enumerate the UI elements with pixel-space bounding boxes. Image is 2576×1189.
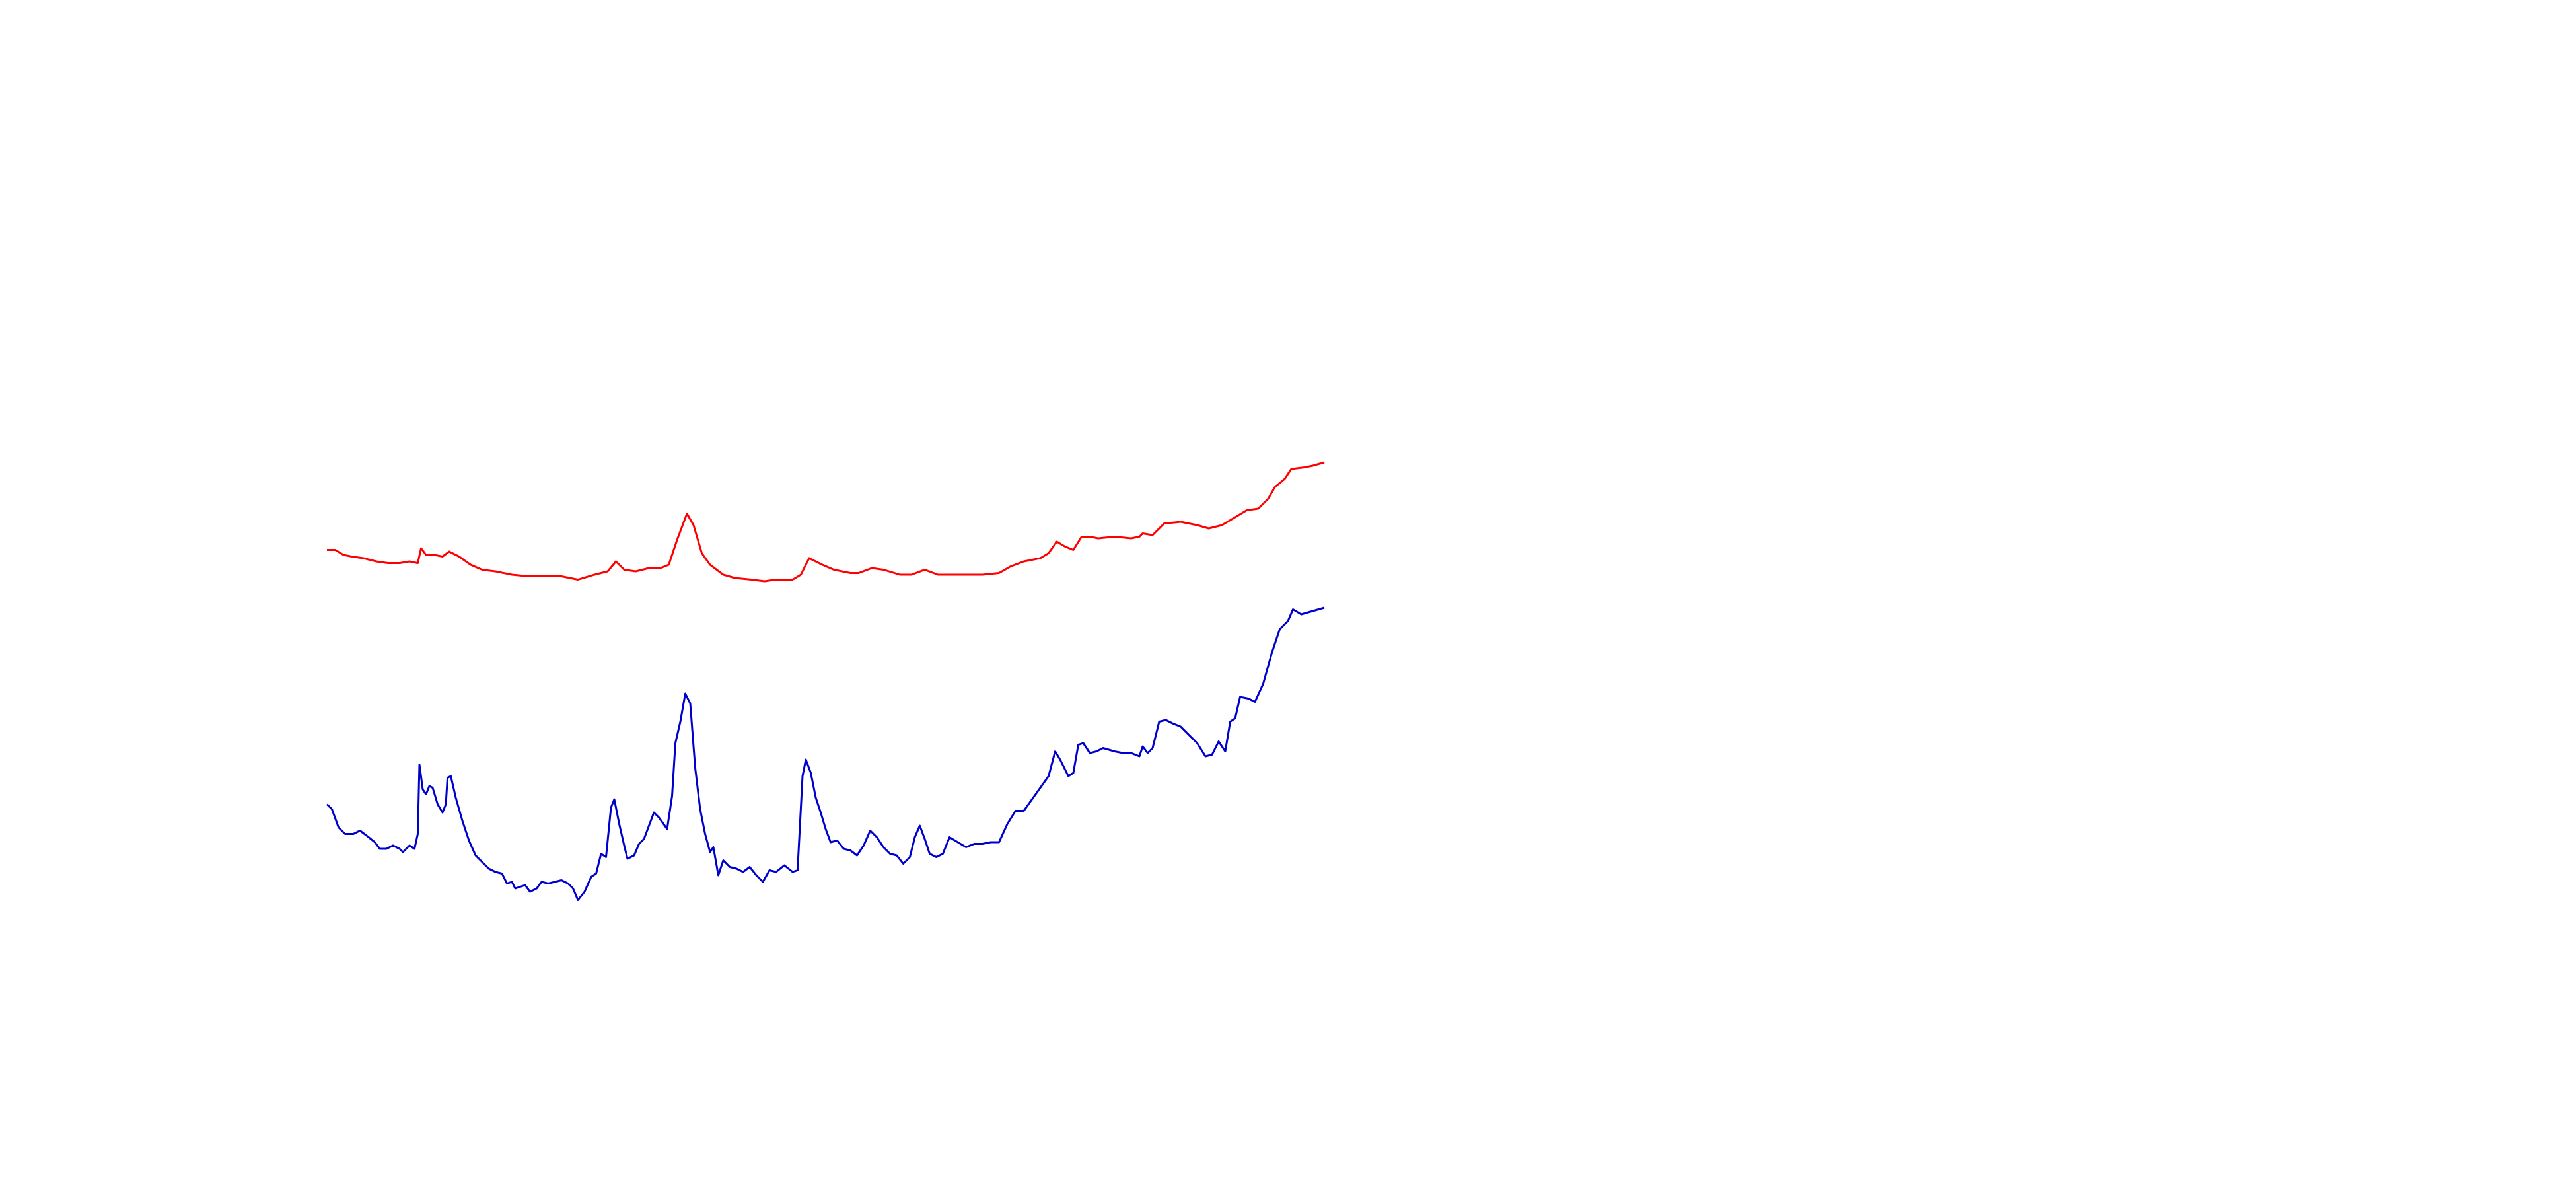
series-line bbox=[327, 461, 1325, 583]
series-line bbox=[326, 606, 1325, 901]
